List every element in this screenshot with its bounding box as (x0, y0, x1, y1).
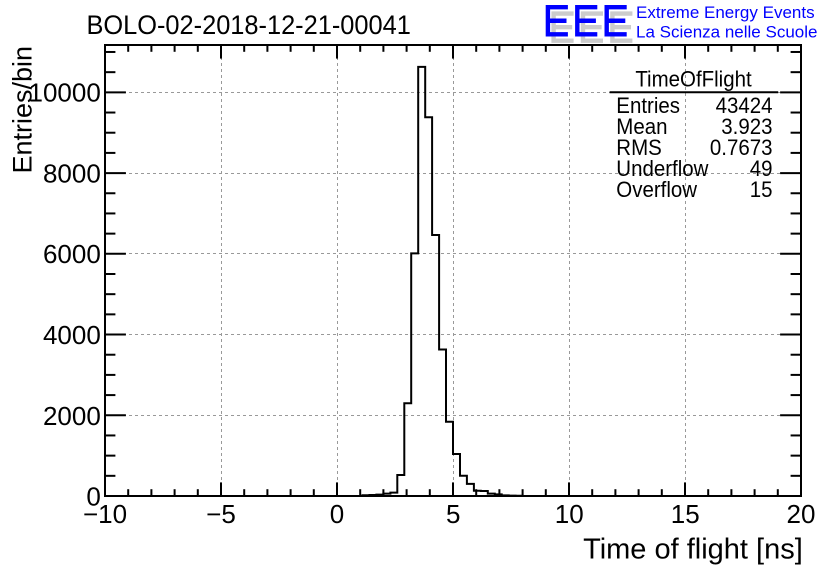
svg-text:Entries: Entries (616, 93, 680, 118)
svg-text:10: 10 (555, 499, 584, 529)
svg-text:43424: 43424 (716, 93, 773, 118)
svg-text:10000: 10000 (28, 78, 100, 108)
svg-text:0: 0 (86, 481, 100, 511)
svg-text:Mean: Mean (616, 114, 667, 139)
svg-text:4000: 4000 (43, 320, 101, 350)
svg-text:0.7673: 0.7673 (710, 135, 773, 160)
svg-text:Time of flight [ns]: Time of flight [ns] (583, 534, 803, 566)
svg-text:RMS: RMS (616, 135, 661, 160)
svg-text:La Scienza nelle Scuole: La Scienza nelle Scuole (636, 22, 817, 41)
svg-text:15: 15 (671, 499, 700, 529)
svg-text:15: 15 (750, 177, 773, 202)
svg-text:6000: 6000 (43, 239, 101, 269)
svg-text:8000: 8000 (43, 158, 101, 188)
svg-text:20: 20 (787, 499, 816, 529)
svg-text:Entries/bin: Entries/bin (8, 46, 38, 174)
svg-text:3.923: 3.923 (721, 114, 772, 139)
svg-text:Extreme Energy Events: Extreme Energy Events (636, 3, 815, 22)
svg-text:0: 0 (330, 499, 344, 529)
svg-text:−10: −10 (83, 499, 127, 529)
svg-text:BOLO-02-2018-12-21-00041: BOLO-02-2018-12-21-00041 (87, 9, 411, 40)
svg-text:2000: 2000 (43, 401, 101, 431)
svg-text:Overflow: Overflow (616, 177, 697, 202)
svg-text:49: 49 (750, 156, 773, 181)
svg-text:Underflow: Underflow (616, 156, 709, 181)
svg-text:5: 5 (446, 499, 460, 529)
svg-text:TimeOfFlight: TimeOfFlight (635, 67, 751, 92)
svg-text:−5: −5 (206, 499, 236, 529)
